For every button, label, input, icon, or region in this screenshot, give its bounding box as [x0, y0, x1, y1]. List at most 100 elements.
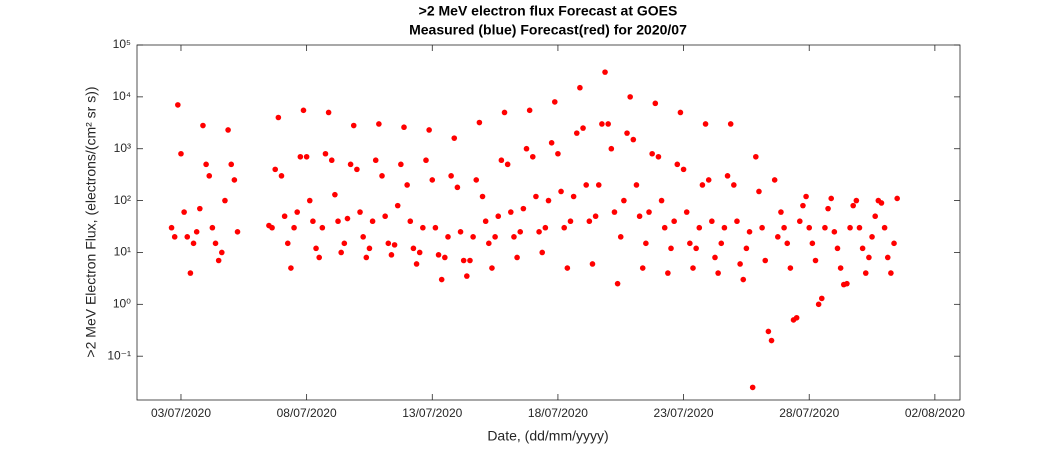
data-point [542, 224, 549, 231]
data-point [850, 202, 856, 209]
data-point [573, 130, 580, 136]
data-point [796, 218, 803, 225]
data-point [288, 265, 294, 271]
data-point [284, 240, 291, 247]
data-point [181, 209, 187, 215]
data-point [853, 197, 860, 204]
data-point [859, 245, 866, 252]
data-point [219, 249, 225, 256]
data-point [316, 254, 322, 261]
data-point [771, 177, 778, 183]
data-point [727, 121, 734, 127]
data-point [712, 254, 718, 261]
data-point [495, 213, 502, 220]
data-point [385, 240, 392, 247]
data-point [696, 224, 703, 231]
data-point [884, 254, 891, 261]
data-point [891, 240, 897, 247]
data-point [376, 121, 382, 127]
data-point [636, 213, 643, 220]
data-point [212, 240, 219, 247]
data-point [699, 182, 706, 188]
data-point [460, 257, 467, 264]
data-point [413, 261, 420, 267]
data-point [517, 229, 524, 235]
data-point [768, 337, 775, 344]
data-point [360, 234, 366, 240]
data-point [746, 229, 753, 235]
data-point [705, 177, 712, 183]
data-point [357, 209, 363, 215]
y-tick-label: 10³ [114, 141, 131, 155]
data-point [888, 270, 894, 276]
data-point [784, 240, 791, 247]
data-point [639, 265, 646, 271]
data-point [577, 84, 583, 91]
data-point [511, 234, 517, 240]
y-tick-label: 10⁻¹ [107, 348, 131, 362]
data-point [602, 69, 608, 75]
data-point [479, 193, 486, 200]
data-point [275, 114, 282, 121]
data-point [197, 205, 203, 212]
data-point [822, 224, 828, 231]
data-point [787, 265, 794, 271]
data-point [693, 245, 699, 252]
data-point [190, 240, 197, 247]
data-point [611, 209, 618, 215]
data-point [831, 229, 838, 235]
data-point [737, 261, 743, 267]
data-point [420, 224, 426, 231]
y-tick-label: 10¹ [114, 245, 131, 259]
data-point [847, 224, 853, 231]
data-point [894, 195, 900, 202]
data-point [231, 177, 238, 183]
data-point [388, 252, 395, 258]
data-point [206, 173, 213, 179]
data-point [187, 270, 194, 276]
data-point [837, 265, 844, 271]
data-point [168, 224, 175, 231]
data-point [599, 121, 605, 127]
data-point [655, 153, 662, 160]
data-point [621, 197, 627, 204]
data-point [724, 173, 731, 179]
data-point [570, 193, 577, 200]
data-point [589, 261, 596, 267]
data-point [193, 229, 200, 235]
data-point [228, 161, 235, 168]
data-point [448, 173, 454, 179]
data-point [652, 100, 659, 107]
data-point [551, 99, 558, 105]
x-tick-label: 13/07/2020 [402, 406, 462, 420]
data-point [278, 173, 285, 179]
data-point [401, 124, 407, 131]
data-point [595, 182, 602, 188]
data-point [347, 161, 354, 168]
data-point [341, 240, 348, 247]
data-point [306, 197, 313, 204]
data-point [539, 249, 546, 256]
data-point [548, 140, 555, 146]
data-point [407, 218, 414, 225]
data-point [269, 224, 275, 231]
data-point [464, 273, 470, 279]
data-point [749, 384, 756, 391]
data-point [222, 197, 228, 204]
data-point [643, 240, 649, 247]
data-point [583, 182, 589, 188]
data-point [200, 122, 206, 129]
data-point [300, 107, 307, 114]
data-point [498, 157, 505, 164]
data-point [702, 121, 709, 127]
x-tick-label: 18/07/2020 [528, 406, 588, 420]
data-point [338, 249, 344, 256]
data-point [429, 177, 436, 183]
chart-title: >2 MeV electron flux Forecast at GOES [419, 3, 678, 19]
data-point [592, 213, 599, 220]
data-point [828, 195, 835, 202]
data-point [756, 188, 762, 195]
data-point [234, 229, 241, 235]
data-point [322, 150, 329, 157]
data-point [501, 109, 508, 116]
